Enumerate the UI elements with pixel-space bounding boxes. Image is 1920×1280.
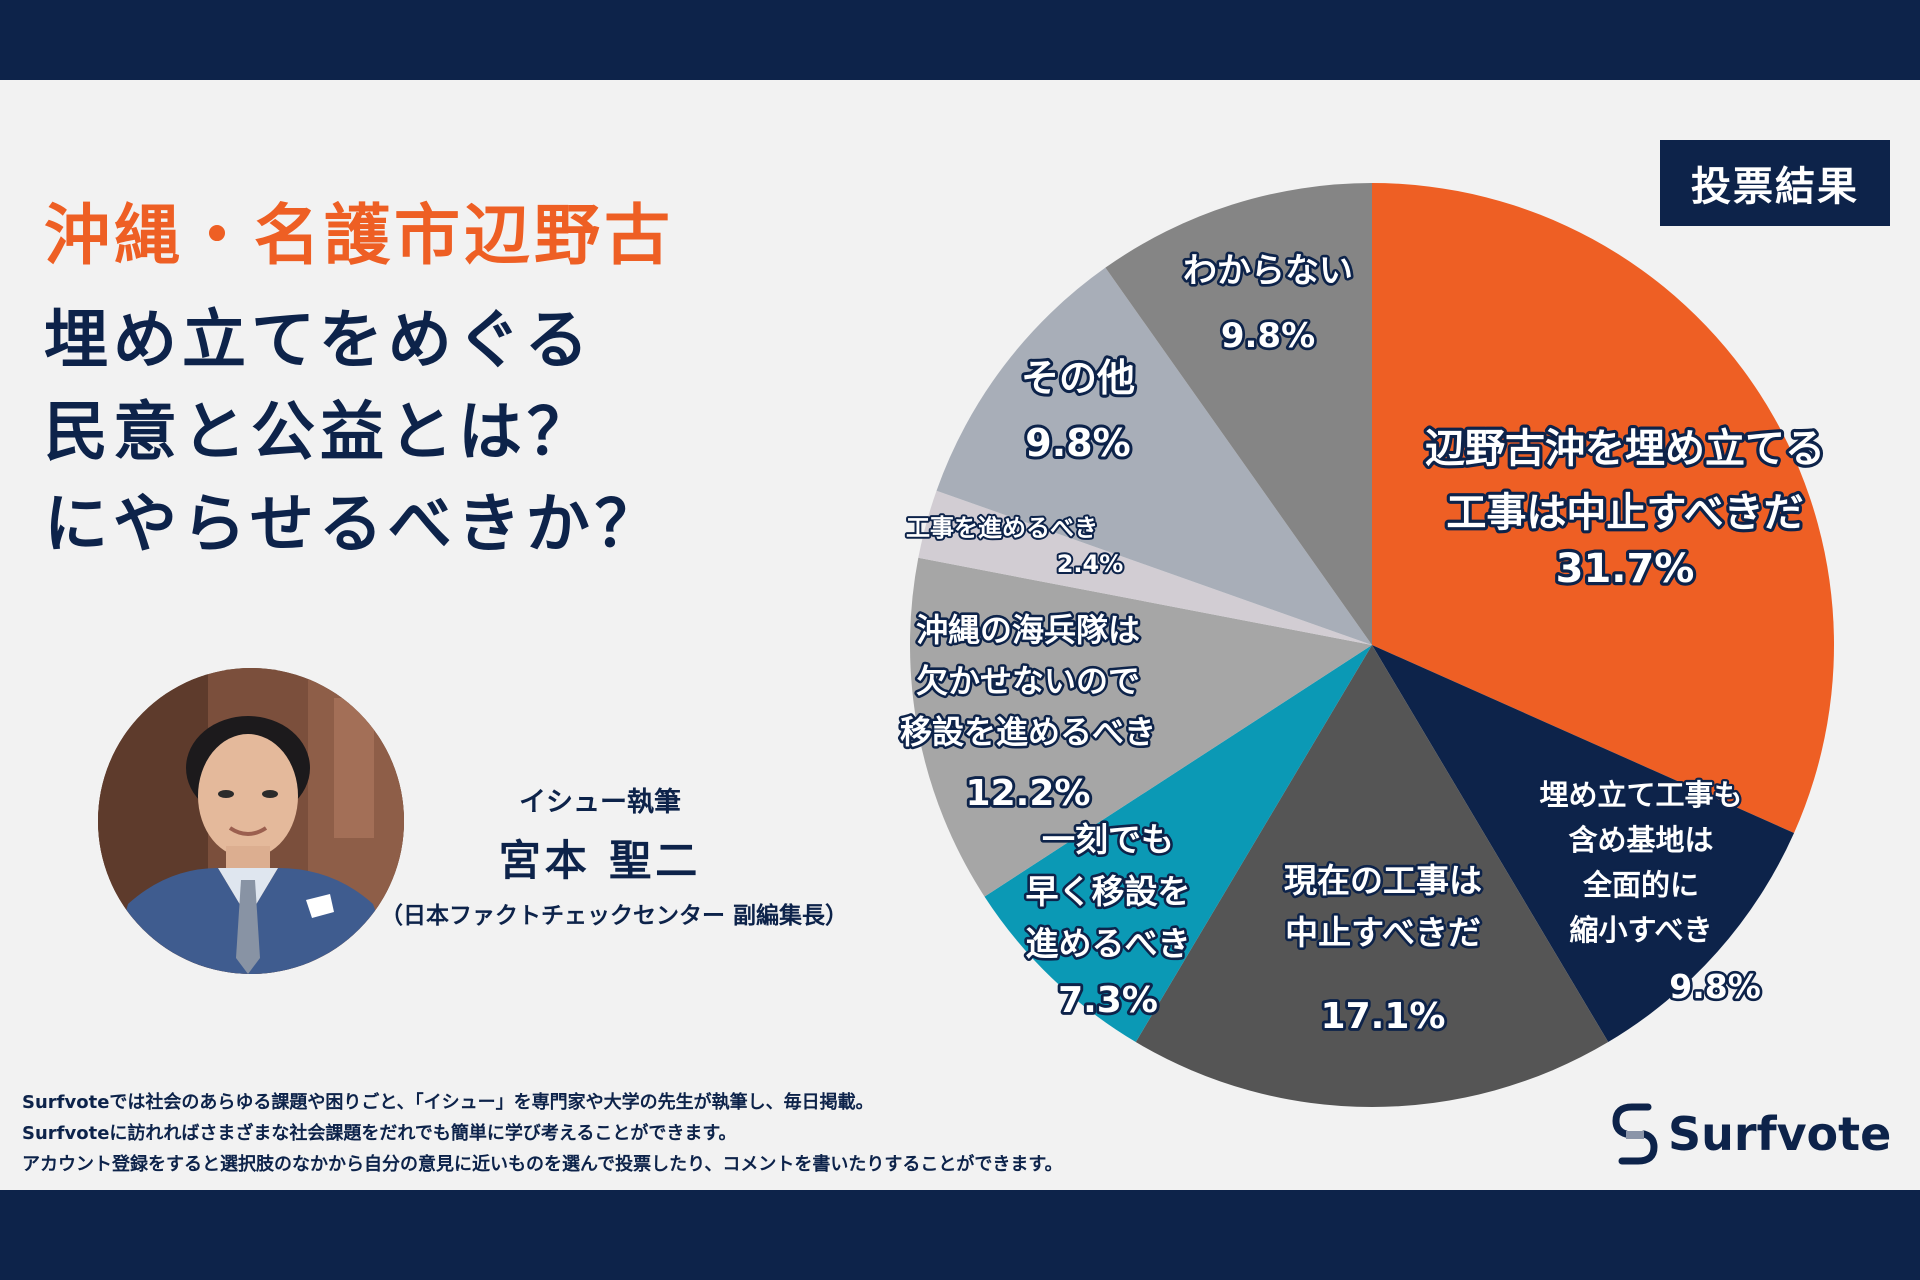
slice-value: 9.8% xyxy=(1669,967,1761,1006)
slice-label: 欠かせないので xyxy=(916,662,1140,700)
footer-line: アカウント登録をすると選択肢のなかから自分の意見に近いものを選んで投票したり、コ… xyxy=(22,1154,1063,1175)
slice-label: 埋め立て工事も xyxy=(1539,778,1742,812)
title-line: にやらせるべきか？ xyxy=(44,487,664,562)
title-line: 民意と公益とは？ xyxy=(44,395,596,470)
author-info: イシュー執筆 宮本 聖二 （日本ファクトチェックセンター 副編集長） xyxy=(380,780,849,930)
pie-slice xyxy=(984,645,1372,1043)
author-photo xyxy=(98,668,404,974)
slice-value: 31.7% xyxy=(1556,546,1695,592)
footer-line: Surfvoteに訪れればさまざまな社会課題をだれでも簡単に学び考えることができ… xyxy=(22,1123,737,1144)
surfvote-logo: Surfvote xyxy=(1612,1103,1891,1165)
author-name: 宮本 聖二 xyxy=(498,836,702,885)
slice-value: 9.8% xyxy=(1221,316,1315,356)
slice-label: 移設を進めるべき xyxy=(900,713,1156,751)
slice-label: 工事は中止すべきだ xyxy=(1446,490,1803,536)
slice-label: 現在の工事は xyxy=(1284,861,1482,900)
author-affiliation: （日本ファクトチェックセンター 副編集長） xyxy=(380,903,849,929)
slice-label: 進めるべき xyxy=(1026,924,1191,963)
slice-value: 12.2% xyxy=(966,773,1091,814)
pie-slice xyxy=(1372,645,1795,1043)
slice-label: 工事を進めるべき xyxy=(906,514,1098,542)
slice-value: 2.4% xyxy=(1057,550,1124,578)
title-accent: 沖縄・名護市辺野古 xyxy=(44,197,674,274)
footer-description: Surfvoteでは社会のあらゆる課題や困りごと、「イシュー」を専門家や大学の先… xyxy=(22,1087,1063,1180)
title-main: 埋め立てをめぐる 民意と公益とは？ にやらせるべきか？ xyxy=(44,295,844,571)
brand-name: Surfvote xyxy=(1668,1107,1892,1161)
slice-value: 17.1% xyxy=(1321,996,1446,1037)
slice-label: 沖縄の海兵隊は xyxy=(916,611,1140,649)
pie-slice xyxy=(910,557,1372,897)
slice-label: 全面的に xyxy=(1582,868,1699,902)
pie-slice xyxy=(918,490,1372,645)
slice-value: 7.3% xyxy=(1058,980,1158,1021)
slice-label: 早く移設を xyxy=(1026,872,1191,911)
slice-value: 9.8% xyxy=(1025,421,1130,465)
title-block: 沖縄・名護市辺野古 埋め立てをめぐる 民意と公益とは？ にやらせるべきか？ xyxy=(44,197,844,571)
slice-label: 中止すべきだ xyxy=(1285,913,1481,952)
slice-label: 辺野古沖を埋め立てる xyxy=(1425,426,1825,472)
title-line: 埋め立てをめぐる xyxy=(44,303,594,378)
author-role: イシュー執筆 xyxy=(519,787,681,818)
bottom-banner xyxy=(0,1190,1920,1280)
top-banner xyxy=(0,0,1920,80)
slice-label: 一刻でも xyxy=(1042,820,1174,859)
pie-slice xyxy=(1105,183,1372,645)
surfvote-logo-icon xyxy=(1612,1103,1658,1165)
pie-slice xyxy=(936,267,1372,645)
footer-line: Surfvoteでは社会のあらゆる課題や困りごと、「イシュー」を専門家や大学の先… xyxy=(22,1092,874,1113)
result-badge: 投票結果 xyxy=(1660,140,1890,226)
slice-label: 含め基地は xyxy=(1568,823,1713,857)
slice-label: 縮小すべき xyxy=(1570,913,1713,947)
pie-slice xyxy=(1135,645,1609,1107)
slice-label: わからない xyxy=(1183,251,1353,291)
slice-label: その他 xyxy=(1021,356,1135,400)
pie-slice xyxy=(1372,183,1835,833)
